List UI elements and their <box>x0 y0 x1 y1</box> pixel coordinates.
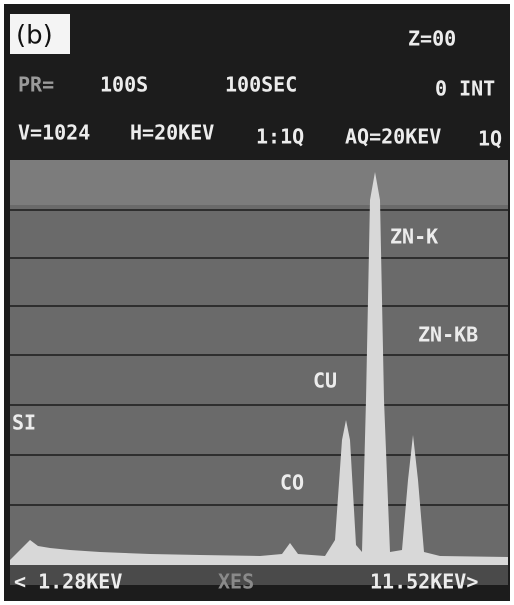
peak-label: CU <box>313 369 337 393</box>
footer-right: 11.52KEV> <box>370 570 478 594</box>
time: 100SEC <box>225 73 297 97</box>
plot-top-band <box>10 160 508 205</box>
plot-bottom <box>10 565 508 585</box>
horizontal: H=20KEV <box>130 121 214 145</box>
integral: 0 INT <box>435 77 495 101</box>
panel-label-box <box>10 14 70 54</box>
plot-area <box>10 160 508 585</box>
pr-label: PR= <box>18 73 54 97</box>
footer-center: XES <box>218 570 254 594</box>
preset: 100S <box>100 73 148 97</box>
spectrum <box>10 172 508 565</box>
peak-label: ZN-KB <box>418 323 478 347</box>
footer-left: < 1.28KEV <box>14 570 122 594</box>
vertical: V=1024 <box>18 121 90 145</box>
peak-label: SI <box>12 411 36 435</box>
acquire-unit: 1Q <box>478 127 502 151</box>
panel-label: (b) <box>16 21 53 51</box>
peak-label: CO <box>280 471 304 495</box>
grid <box>10 209 508 506</box>
z-value: Z=00 <box>408 27 456 51</box>
peak-label: ZN-K <box>390 225 438 249</box>
acquire: AQ=20KEV <box>345 125 441 149</box>
ratio: 1:1Q <box>256 125 304 149</box>
